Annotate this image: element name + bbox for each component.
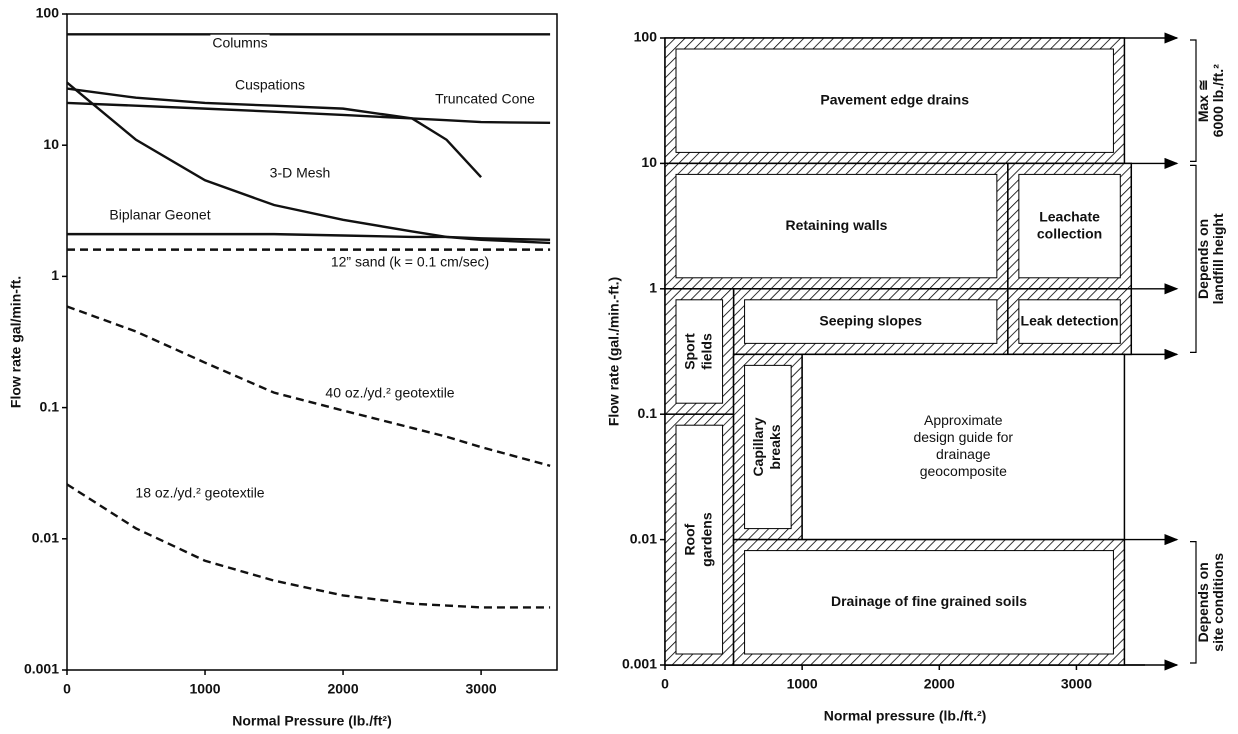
y-tick-label: 0.01	[630, 530, 657, 546]
y-axis-label: Flow rate gal/min-ft.	[8, 276, 24, 408]
x-tick-label: 1000	[787, 676, 818, 692]
plot-frame	[66, 13, 558, 671]
series-label: Columns	[212, 35, 267, 51]
series-line	[66, 87, 482, 179]
y-tick-label: 0.001	[24, 661, 59, 677]
zone-label: Leak detection	[1021, 312, 1119, 328]
zone-label: collection	[1037, 225, 1102, 241]
series-label: Biplanar Geonet	[109, 207, 210, 223]
x-axis-label: Normal pressure (lb./ft.²)	[824, 708, 987, 724]
zone-inner	[675, 173, 998, 279]
bracket-label: 6000 lb./ft.²	[1210, 64, 1226, 137]
zone-inner	[675, 424, 724, 655]
y-tick-label: 1	[51, 267, 59, 283]
y-tick-label: 0.1	[40, 398, 60, 414]
y-tick-label: 10	[641, 154, 657, 170]
label-bg	[107, 206, 213, 223]
zone-label: Drainage of fine grained soils	[831, 593, 1027, 609]
label-bg	[210, 34, 270, 51]
label-bg	[433, 90, 538, 107]
x-axis-label: Normal Pressure (lb./ft²)	[232, 713, 391, 729]
zone-inner	[1018, 173, 1121, 279]
x-tick-label: 1000	[189, 681, 220, 697]
label-bg	[267, 164, 333, 181]
x-tick-label: 0	[63, 681, 71, 697]
zone-label: Leachate	[1039, 208, 1100, 224]
zone-label: Seeping slopes	[819, 312, 922, 328]
zone-label: gardens	[698, 512, 714, 567]
zone-inner	[1018, 299, 1121, 344]
x-tick-label: 2000	[327, 681, 358, 697]
zone-inner	[675, 48, 1114, 153]
series-label: 18 oz./yd.² geotextile	[135, 485, 264, 501]
x-tick-label: 2000	[924, 676, 955, 692]
bracket	[1190, 541, 1197, 664]
zone-label: breaks	[767, 424, 783, 469]
series-label: 12” sand (k = 0.1 cm/sec)	[331, 254, 489, 270]
bracket	[1190, 39, 1197, 162]
bracket-label: Max ≅	[1195, 79, 1211, 122]
label-bg	[328, 253, 492, 270]
zone-inner	[744, 550, 1114, 655]
bracket	[1190, 164, 1197, 353]
bracket-label: Depends on	[1195, 219, 1211, 299]
zone-inner	[744, 364, 792, 530]
x-tick-label: 0	[661, 676, 669, 692]
zone-label: design guide for	[913, 429, 1013, 445]
zone	[801, 353, 1126, 541]
y-tick-label: 100	[36, 5, 60, 21]
y-tick-label: 100	[634, 29, 658, 45]
series-label: 3-D Mesh	[270, 165, 331, 181]
zone-label: Retaining walls	[785, 217, 887, 233]
zone-inner	[675, 299, 724, 404]
bracket-label: landfill height	[1210, 213, 1226, 304]
zone-label: drainage	[936, 446, 991, 462]
x-tick-label: 3000	[1061, 676, 1092, 692]
y-axis-label: Flow rate (gal./min.-ft.)	[606, 277, 622, 426]
label-bg	[323, 384, 457, 401]
zone-label: geocomposite	[920, 463, 1007, 479]
series-line	[66, 483, 551, 609]
y-tick-label: 1	[649, 280, 657, 296]
zone-label: Capillary	[750, 417, 766, 476]
y-tick-label: 10	[43, 136, 59, 152]
series-line	[66, 305, 551, 467]
zone-outline	[732, 538, 1126, 666]
series-line	[66, 101, 551, 125]
x-tick-label: 3000	[466, 681, 497, 697]
zone-label: Roof	[681, 523, 697, 555]
zone-label: Pavement edge drains	[820, 91, 969, 107]
series-label: Cuspations	[235, 77, 305, 93]
label-bg	[133, 484, 267, 501]
label-bg	[232, 76, 308, 93]
y-tick-label: 0.01	[32, 530, 59, 546]
series-label: 40 oz./yd.² geotextile	[325, 385, 454, 401]
y-tick-label: 0.1	[638, 405, 658, 421]
series-label: Truncated Cone	[435, 91, 535, 107]
zone-inner	[744, 299, 998, 344]
zone-label: Approximate	[924, 412, 1003, 428]
zone-label: fields	[698, 333, 714, 370]
series-line	[67, 232, 551, 242]
zone-label: Sport	[681, 333, 697, 370]
y-tick-label: 0.001	[622, 656, 657, 672]
bracket-label: site conditions	[1210, 553, 1226, 652]
bracket-label: Depends on	[1195, 562, 1211, 642]
